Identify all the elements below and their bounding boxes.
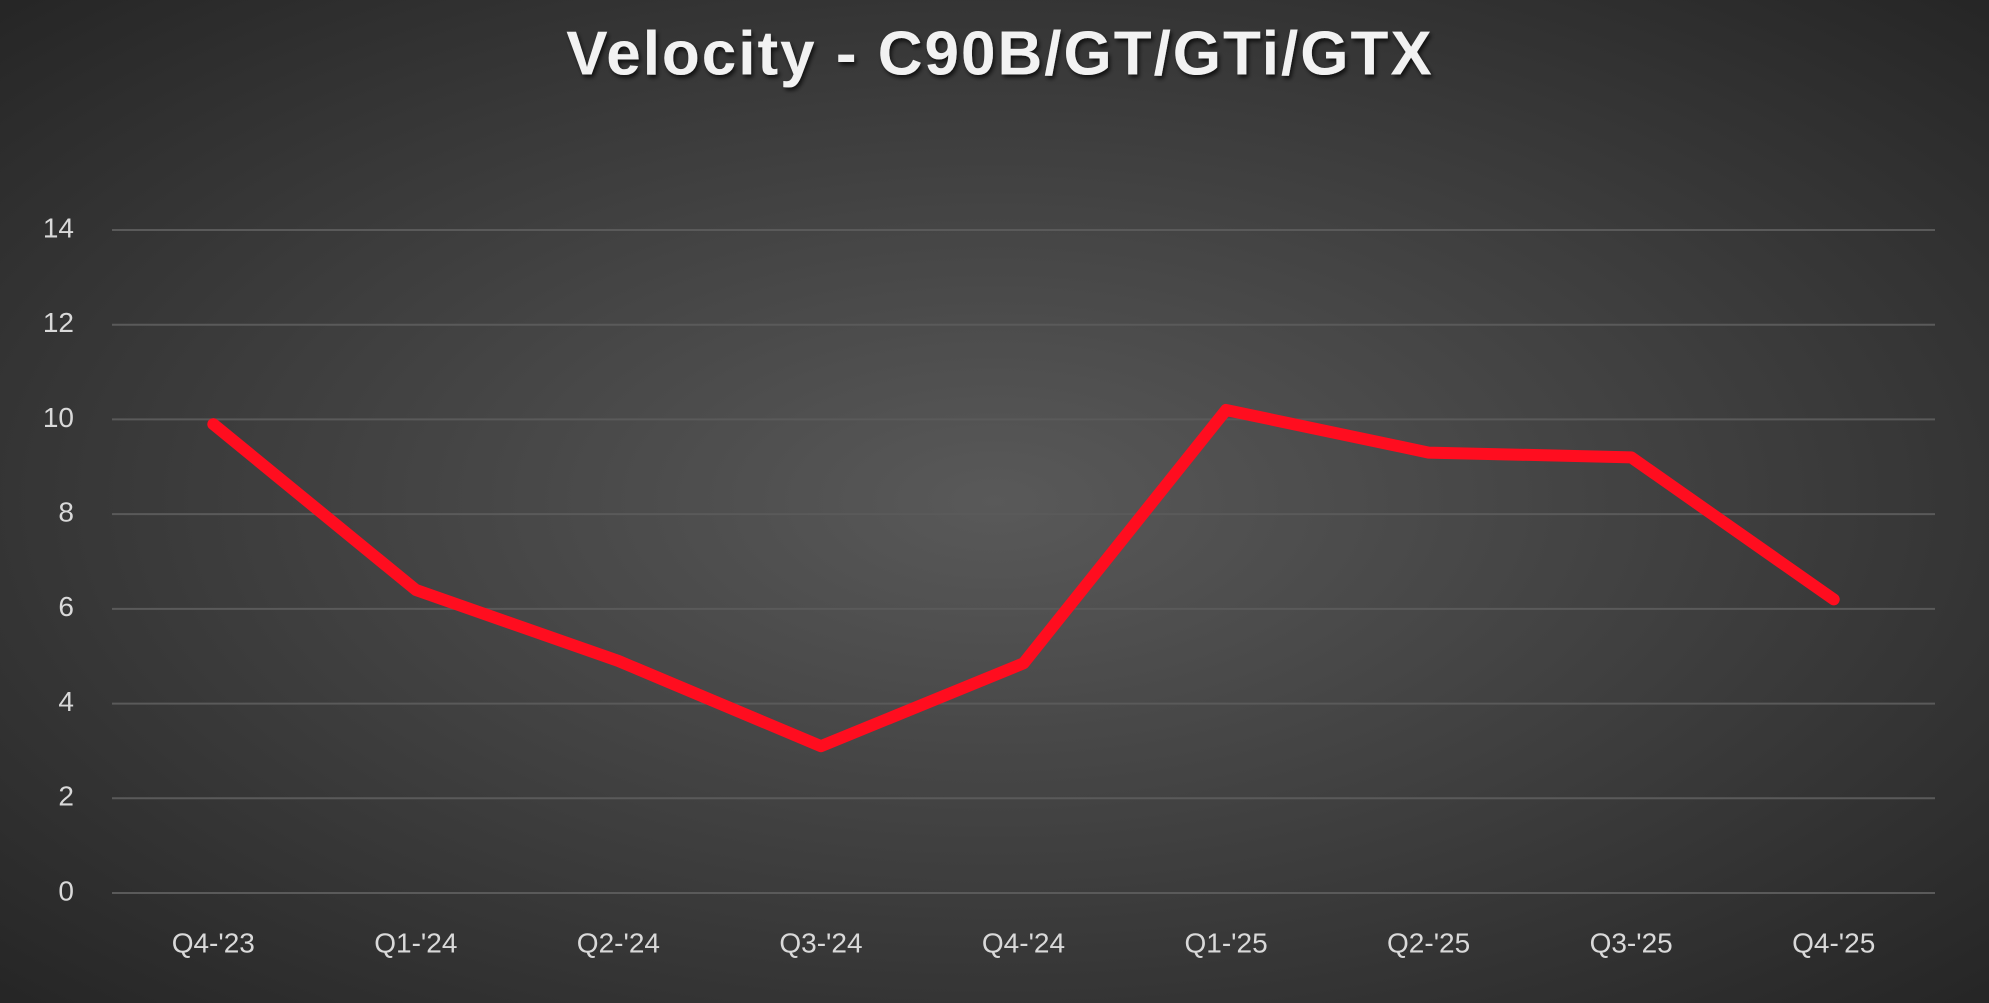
x-tick-label: Q3-'25 bbox=[1590, 927, 1673, 958]
y-tick-label: 0 bbox=[58, 875, 74, 906]
y-tick-label: 8 bbox=[58, 497, 74, 528]
y-tick-label: 6 bbox=[58, 591, 74, 622]
x-tick-label: Q1-'25 bbox=[1184, 927, 1267, 958]
chart-title: Velocity - C90B/GT/GTi/GTX bbox=[566, 19, 1433, 88]
y-tick-label: 12 bbox=[43, 307, 74, 338]
y-tick-label: 14 bbox=[43, 212, 74, 243]
x-tick-label: Q2-'24 bbox=[577, 927, 660, 958]
y-tick-label: 4 bbox=[58, 686, 74, 717]
x-tick-label: Q4-'23 bbox=[172, 927, 255, 958]
y-tick-label: 2 bbox=[58, 781, 74, 812]
y-tick-label: 10 bbox=[43, 402, 74, 433]
x-tick-label: Q4-'25 bbox=[1792, 927, 1875, 958]
series-line bbox=[207, 403, 1840, 753]
x-tick-label: Q1-'24 bbox=[374, 927, 457, 958]
x-tick-label: Q3-'24 bbox=[779, 927, 862, 958]
x-tick-label: Q4-'24 bbox=[982, 927, 1065, 958]
x-tick-label: Q2-'25 bbox=[1387, 927, 1470, 958]
